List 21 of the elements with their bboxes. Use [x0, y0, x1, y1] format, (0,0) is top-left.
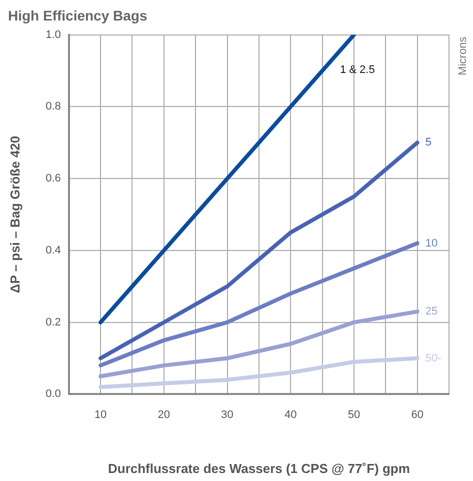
y-axis-title: ΔP – psi – Bag Größe 420	[7, 136, 22, 294]
x-tick-label: 50	[348, 408, 360, 421]
x-tick-label: 10	[94, 408, 107, 421]
series-label: 5	[425, 136, 432, 149]
x-axis-title: Durchflussrate des Wassers (1 CPS @ 77˚F) gpm	[108, 460, 410, 476]
series-label: 25	[425, 306, 438, 318]
series-label: 50-	[425, 352, 442, 364]
x-tick-label: 20	[158, 408, 170, 421]
y-tick-label: 0.0	[46, 388, 61, 400]
x-tick-label: 60	[411, 408, 424, 421]
series-label: 1 & 2.5	[340, 64, 375, 76]
series-label: 10	[425, 237, 438, 250]
chart-title: High Efficiency Bags	[8, 7, 148, 24]
legend-title: Microns	[457, 36, 470, 76]
y-tick-label: 0.6	[46, 172, 61, 185]
y-tick-label: 0.4	[46, 244, 61, 256]
y-tick-label: 1.0	[46, 28, 61, 41]
y-tick-label: 0.8	[46, 100, 61, 113]
y-tick-label: 0.2	[46, 316, 61, 328]
x-tick-label: 30	[221, 408, 234, 421]
x-tick-label: 40	[284, 408, 297, 421]
